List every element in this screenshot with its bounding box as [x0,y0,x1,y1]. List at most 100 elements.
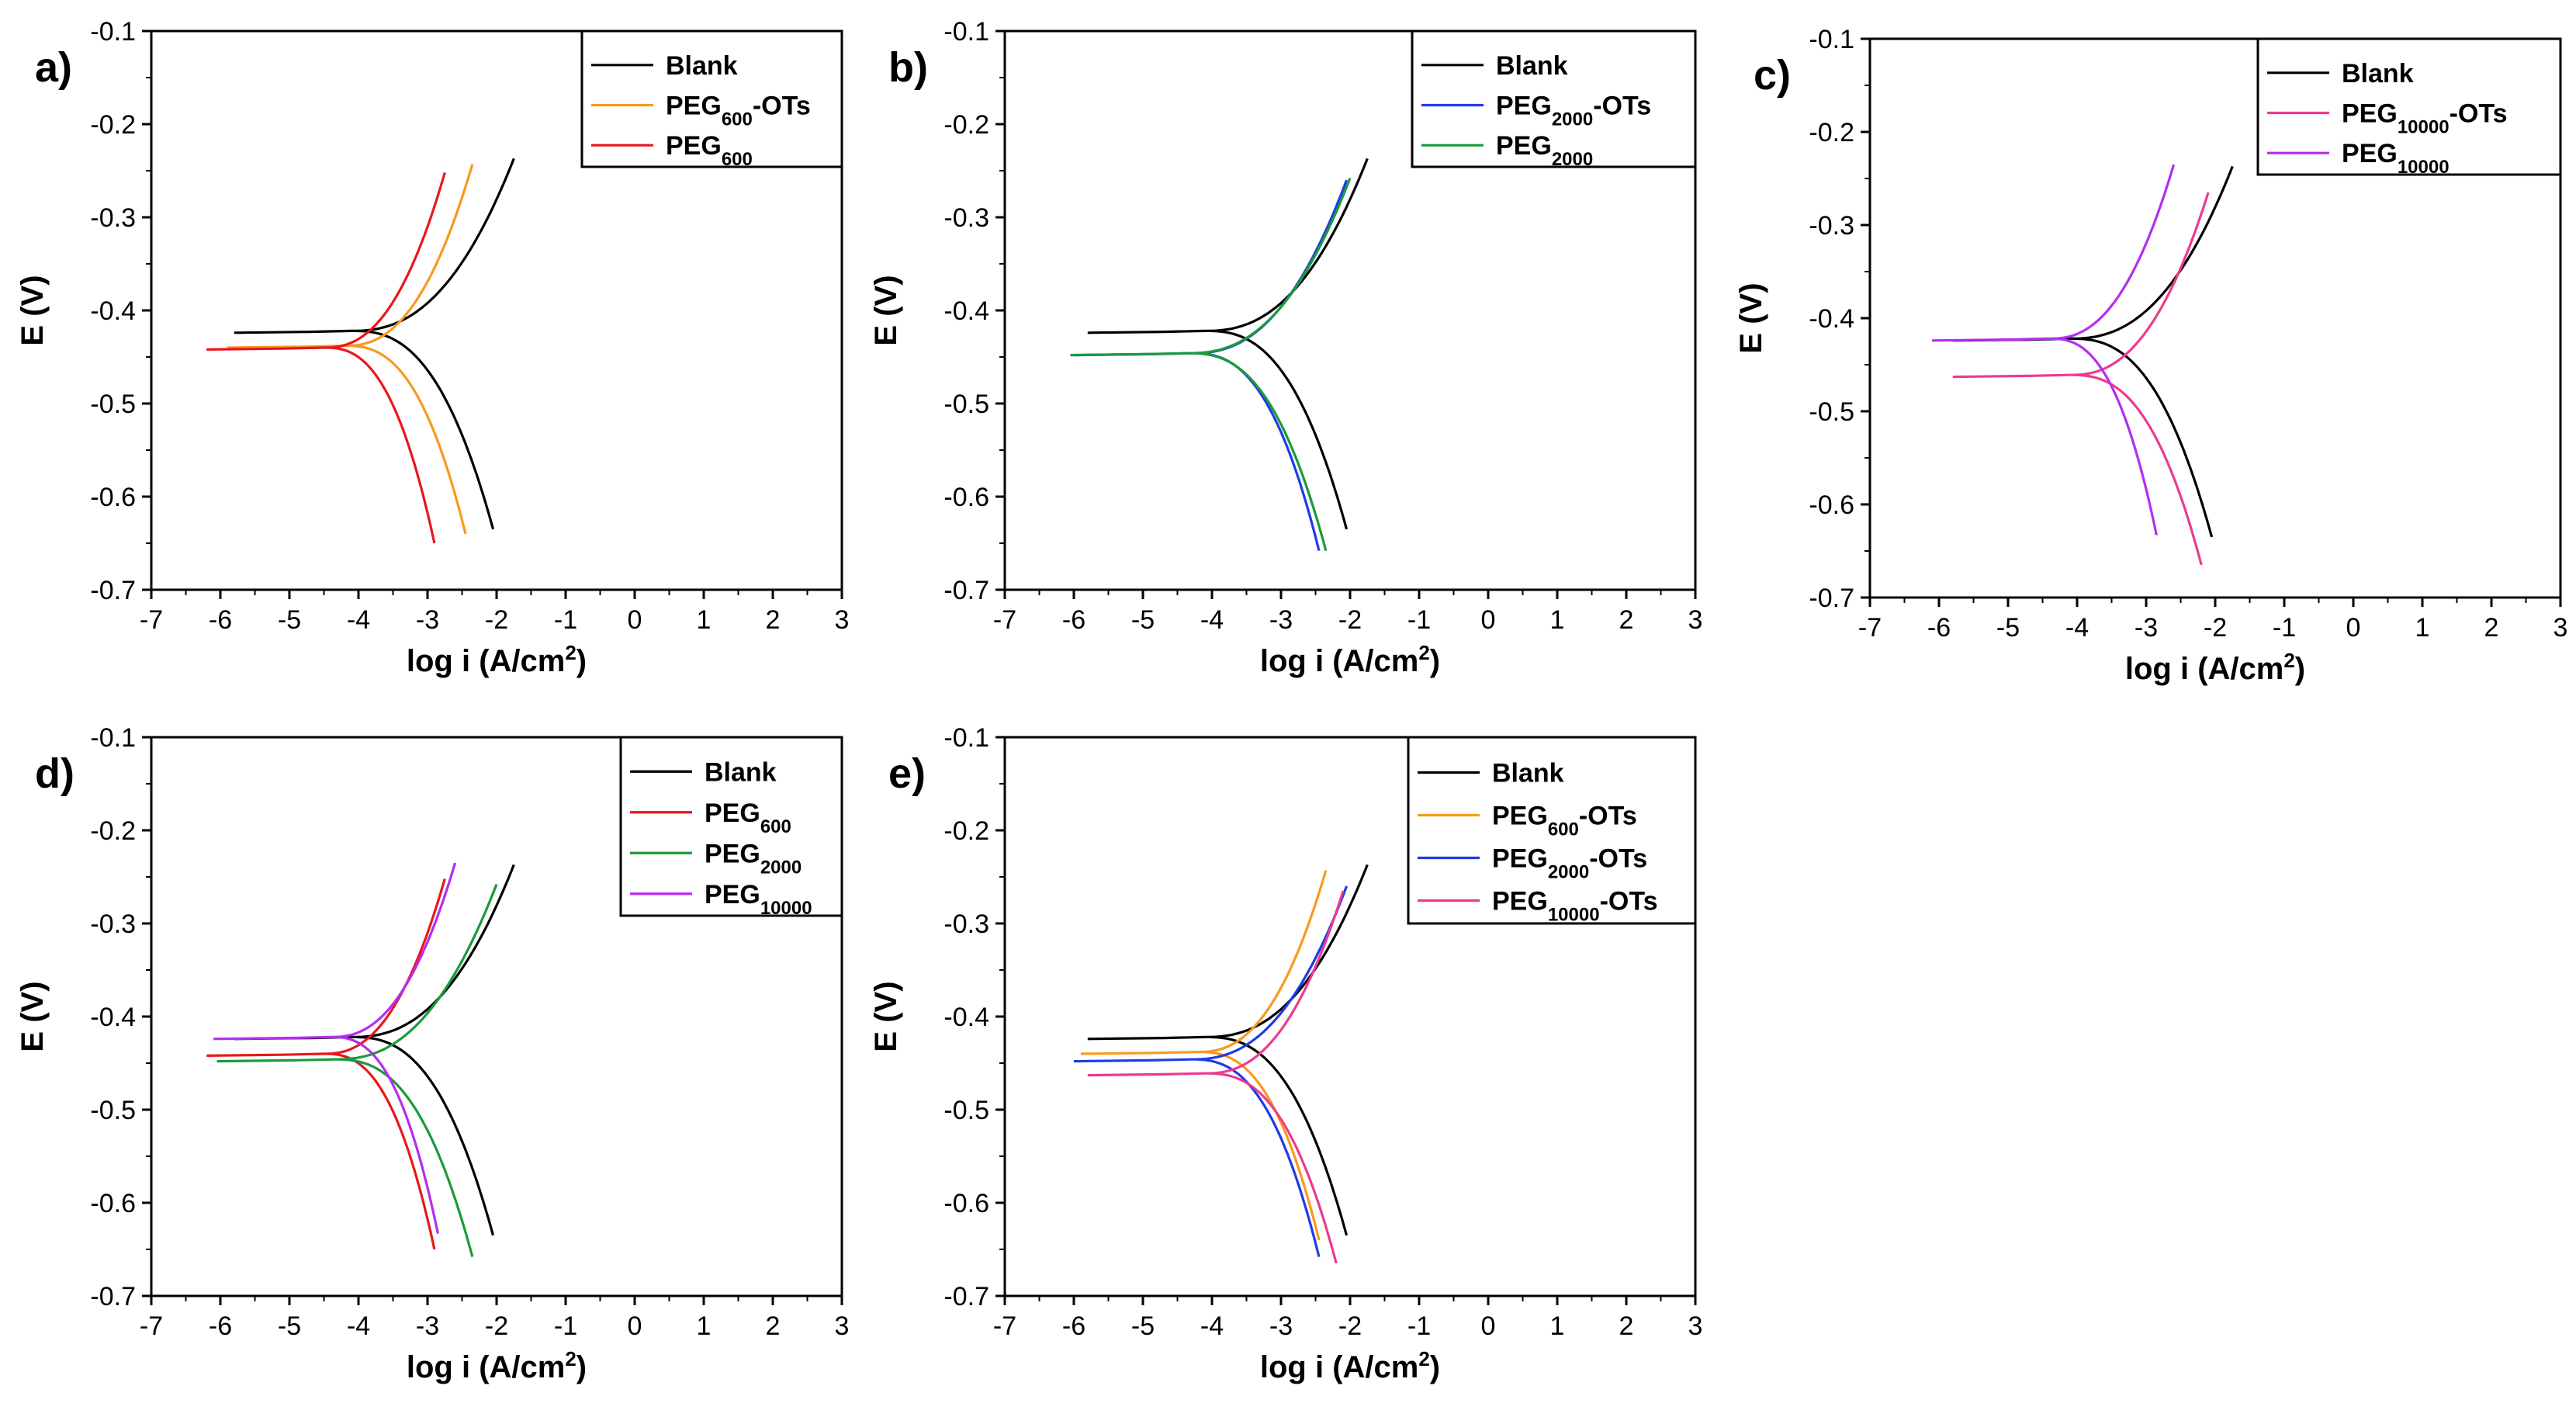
panel-label: b) [888,44,928,91]
x-axis-title-sup: 2 [565,1347,576,1370]
y-tick-label: -0.3 [943,203,989,233]
panel-label: a) [35,44,72,91]
y-tick-label: -0.5 [90,390,136,419]
y-tick-label: -0.1 [1809,25,1854,54]
legend-entry: Blank [1492,759,1564,788]
legend-entry-sub: 10000 [1548,904,1600,925]
legend-entry-suffix: -OTs [1593,92,1651,121]
x-tick-label: -6 [1927,613,1951,643]
y-axis-title: E (V) [16,981,50,1051]
legend-entry-suffix: -OTs [2450,99,2508,129]
x-axis-title-end: ) [576,644,587,678]
legend-entry: PEG10000 [705,880,812,919]
series-line-blank [1952,165,2234,538]
legend-entry: Blank [1496,51,1568,81]
x-tick-label: -1 [554,605,577,635]
x-tick-label: 3 [835,605,850,635]
y-tick-label: -0.3 [1809,211,1854,241]
y-tick-label: -0.5 [1809,397,1854,427]
legend-entry-base: PEG [1492,887,1548,916]
series-group [1932,164,2234,566]
x-tick-label: -3 [416,605,439,635]
x-tick-label: 2 [766,1311,781,1341]
series-line-peg10000-ots [1087,890,1345,1264]
legend-entry-suffix: -OTs [753,92,811,121]
x-tick-label: -1 [554,1311,577,1341]
panel-label: c) [1754,52,1791,99]
x-tick-label: -3 [1269,1311,1293,1341]
x-tick-label: -2 [2204,613,2227,643]
y-tick-label: -0.7 [943,576,989,605]
x-tick-label: 0 [1481,1311,1496,1341]
y-tick-label: -0.6 [943,1189,989,1218]
legend-entry: PEG2000 [705,839,802,878]
x-tick-label: -5 [1131,605,1155,635]
x-tick-label: -4 [347,605,370,635]
y-tick-label: -0.1 [90,723,136,753]
y-tick-label: -0.4 [90,1003,136,1032]
x-tick-label: -3 [416,1311,439,1341]
x-tick-label: 3 [835,1311,850,1341]
legend-entry-base: PEG [1492,844,1548,874]
x-tick-label: 1 [2415,613,2430,643]
y-axis-title: E (V) [16,275,50,345]
x-axis-title-sup: 2 [1418,641,1429,664]
y-tick-label: -0.6 [90,483,136,512]
legend-entry: PEG2000-OTs [1492,844,1647,883]
x-axis-title-end: ) [1430,644,1440,678]
legend-entry-base: Blank [705,757,777,787]
legend-entry-sub: 2000 [1552,109,1593,130]
x-tick-label: 1 [697,1311,712,1341]
x-tick-label: -4 [1200,605,1224,635]
y-tick-label: -0.2 [943,816,989,846]
x-tick-label: -2 [485,605,508,635]
x-axis-title-sup: 2 [2283,649,2294,672]
x-tick-label: 3 [1688,605,1703,635]
y-tick-label: -0.1 [943,17,989,47]
legend-entry-base: PEG [705,839,760,868]
series-line-peg2000 [1070,178,1352,552]
y-tick-label: -0.4 [90,296,136,326]
legend-entry: PEG2000 [1496,131,1593,170]
x-tick-label: 3 [2553,613,2568,643]
x-tick-label: -2 [485,1311,508,1341]
series-group [1070,158,1369,552]
x-tick-label: -6 [209,605,232,635]
legend-entry-base: Blank [2342,59,2414,88]
series-line-peg2000-ots [1073,179,1348,551]
chart-panel-b: -7 -6 -5 -4 -3 -2 -1 0 1 2 3 -0.7 -0.6 -0.5 -0.4 -0.3 -0… [869,17,1702,678]
legend-entry-sub: 10000 [2398,157,2450,178]
y-tick-label: -0.3 [90,203,136,233]
x-tick-label: -4 [2065,613,2089,643]
legend-entry-base: PEG [1496,131,1552,161]
y-axis-title: E (V) [869,981,903,1051]
legend-entry-sub: 600 [1548,819,1579,840]
legend-entry: PEG600-OTs [1492,802,1637,840]
legend-entry: Blank [666,51,738,81]
legend-entry-sub: 10000 [2398,116,2450,137]
x-axis-title-text: log i (A/cm [407,644,565,678]
x-tick-label: -5 [278,605,301,635]
x-tick-label: 1 [1550,1311,1565,1341]
y-tick-label: -0.7 [90,576,136,605]
series-line-peg10000 [213,862,457,1234]
chart-panel-e: -7 -6 -5 -4 -3 -2 -1 0 1 2 3 -0.7 -0.6 -0.5 -0.4 -0.3 -0… [869,723,1702,1384]
x-tick-label: -7 [140,605,163,635]
y-tick-label: -0.6 [90,1189,136,1218]
series-line-blank [234,864,515,1236]
y-tick-label: -0.5 [943,1096,989,1125]
y-tick-label: -0.4 [943,1003,989,1032]
legend-entry: PEG2000-OTs [1496,92,1651,130]
legend-entry-base: PEG [1496,92,1552,121]
legend-entry-base: Blank [1496,51,1568,81]
x-axis-title: log i (A/cm2) [407,1347,587,1384]
legend-entry: PEG600 [666,131,753,170]
y-tick-label: -0.4 [943,296,989,326]
x-tick-label: -7 [993,605,1016,635]
x-tick-label: -7 [140,1311,163,1341]
series-line-peg2000-ots [1073,885,1348,1257]
series-line-peg10000 [1932,164,2176,535]
